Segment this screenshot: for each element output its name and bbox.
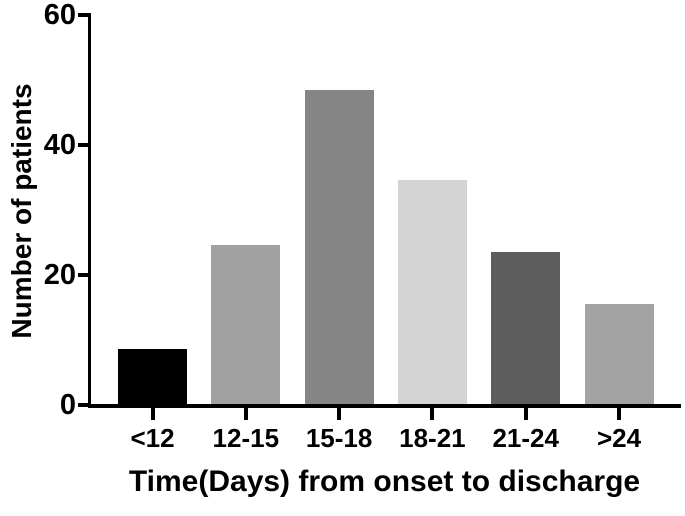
y-axis-title: Number of patients — [6, 83, 37, 339]
x-tick — [430, 407, 435, 420]
bar-15-18 — [304, 89, 374, 404]
y-tick — [78, 13, 89, 17]
x-tick-label: <12 — [130, 423, 175, 453]
y-tick — [78, 273, 89, 277]
x-tick — [150, 407, 155, 420]
y-tick-label: 40 — [43, 129, 76, 161]
x-tick-label: >24 — [596, 423, 642, 453]
y-tick-label: 0 — [59, 389, 76, 421]
x-tick-label: 12-15 — [212, 423, 280, 453]
y-axis-line — [88, 13, 91, 406]
x-tick — [243, 407, 248, 420]
x-tick-label: 18-21 — [399, 423, 466, 453]
x-axis-line — [88, 404, 681, 408]
bar-21-24 — [491, 251, 561, 404]
x-tick-label: 21-24 — [492, 423, 559, 453]
y-tick — [78, 403, 89, 407]
y-tick — [78, 143, 89, 147]
bar-18-21 — [397, 180, 467, 404]
x-axis-title: Time(Days) from onset to discharge — [128, 465, 641, 498]
bar-12-15 — [211, 245, 281, 404]
y-tick-label: 60 — [43, 0, 76, 31]
x-tick — [617, 407, 621, 420]
bar-<12 — [118, 348, 187, 404]
bar->24 — [584, 303, 654, 404]
x-tick — [337, 407, 342, 420]
x-tick-label: 15-18 — [305, 423, 373, 453]
y-tick-label: 20 — [43, 259, 76, 291]
x-tick — [523, 407, 528, 420]
